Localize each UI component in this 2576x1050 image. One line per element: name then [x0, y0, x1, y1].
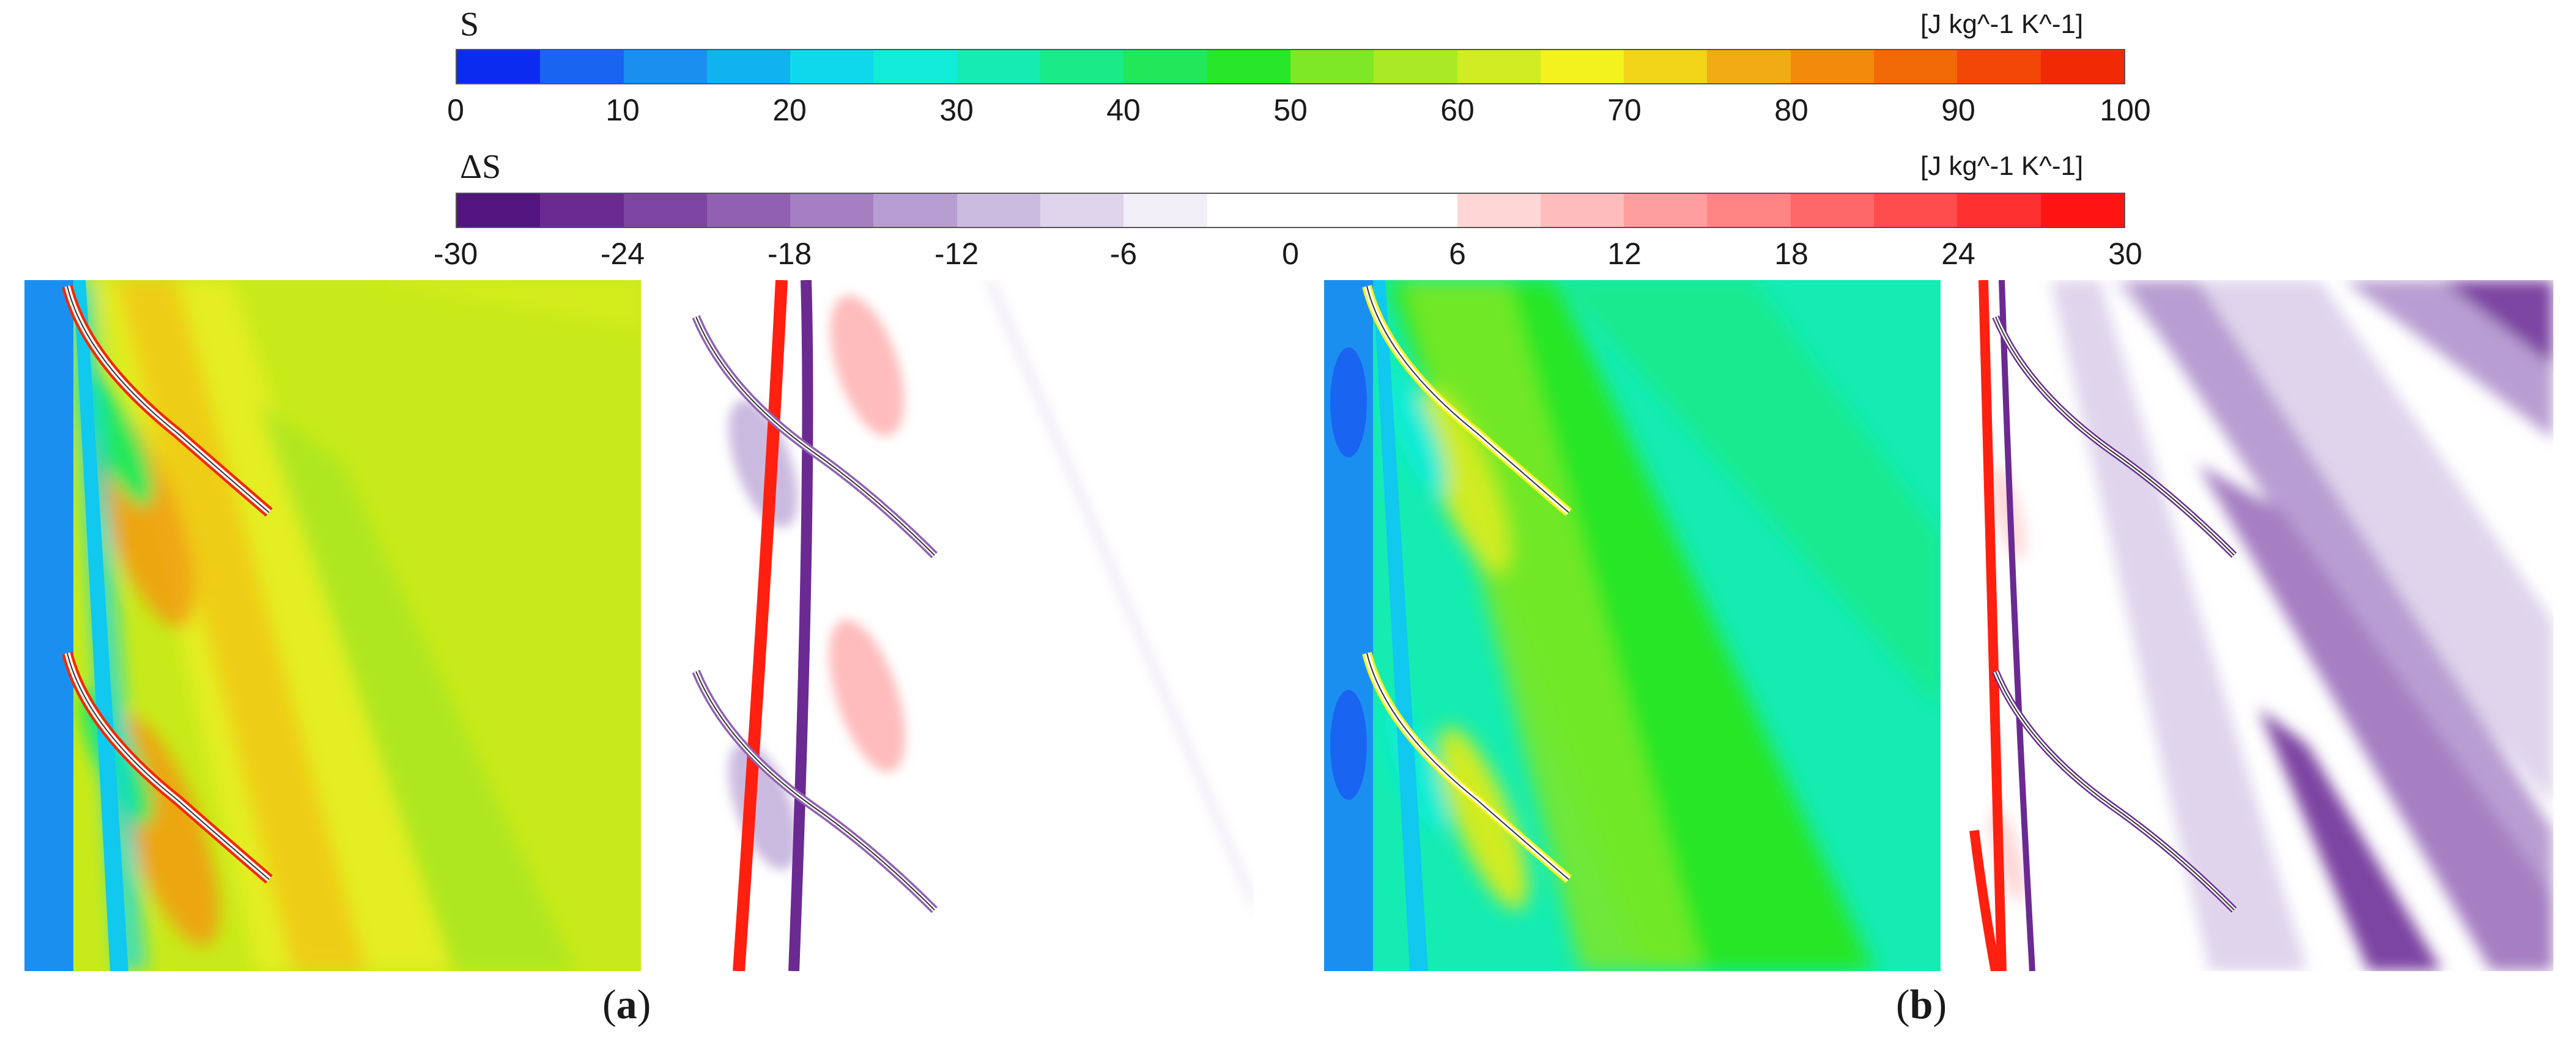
colorbar_ds-segment [457, 194, 541, 227]
colorbar_s-segment [1040, 50, 1124, 83]
colorbar_ds-segment [790, 194, 874, 227]
colorbar_s-segment [1874, 50, 1958, 83]
colorbar_s-segment [706, 50, 791, 83]
caption-b: (b) [1896, 983, 1947, 1025]
colorbar_ds-tick-label: 12 [1607, 237, 1641, 271]
colorbar_ds-segment [1874, 194, 1958, 227]
colorbar_s-segment [1707, 50, 1791, 83]
colorbar_s-tick-label: 60 [1440, 93, 1475, 127]
colorbar_ds-segment [1457, 194, 1541, 227]
colorbar_ds-tick-label: -24 [600, 237, 645, 271]
colorbar_s-segment [457, 50, 541, 83]
colorbar_s-segment [1207, 50, 1290, 83]
colorbar_ds-tick-label: 0 [1282, 237, 1299, 271]
caption-b-letter: b [1909, 981, 1933, 1027]
colorbar_ds-segment [1374, 194, 1457, 227]
colorbar_ds-tick-label: -30 [433, 237, 478, 271]
colorbar_ds-segment [873, 194, 957, 227]
s-colorbar [456, 49, 2125, 84]
colorbar_ds-tick-label: 6 [1449, 237, 1466, 271]
colorbar_s-segment [1957, 50, 2041, 83]
contour-panel-b-entropy [1324, 280, 1941, 971]
colorbar_s-tick-label: 30 [939, 93, 974, 127]
ds-colorbar-unit: [J kg^-1 K^-1] [1920, 151, 2084, 181]
contour-panel-a-entropy [24, 280, 641, 971]
colorbar_s-tick-label: 80 [1774, 93, 1808, 127]
colorbar_ds-segment [2040, 194, 2124, 227]
colorbar_s-tick-label: 100 [2100, 93, 2151, 127]
colorbar_s-segment [1123, 50, 1207, 83]
colorbar_s-tick-label: 50 [1273, 93, 1308, 127]
colorbar_ds-segment [1040, 194, 1124, 227]
colorbar_ds-tick-label: -12 [934, 237, 979, 271]
colorbar_s-tick-label: 90 [1941, 93, 1975, 127]
colorbar_ds-segment [706, 194, 791, 227]
colorbar_ds-segment [1790, 194, 1875, 227]
colorbar_ds-segment [1957, 194, 2041, 227]
colorbar_ds-segment [540, 194, 624, 227]
caption-a-open: ( [602, 981, 616, 1027]
colorbar_s-tick-label: 20 [772, 93, 807, 127]
contour-panel-b-entropy-difference [1941, 280, 2553, 971]
ds-colorbar [456, 193, 2125, 228]
colorbar_ds-segment [957, 194, 1041, 227]
colorbar_s-segment [623, 50, 707, 83]
colorbar_s-segment [2040, 50, 2124, 83]
colorbar_s-tick-label: 0 [447, 93, 464, 127]
colorbar_ds-segment [623, 194, 707, 227]
colorbar_ds-tick-label: 24 [1941, 237, 1975, 271]
colorbar_ds-segment [1290, 194, 1374, 227]
caption-b-open: ( [1896, 981, 1910, 1027]
colorbar_s-segment [1790, 50, 1875, 83]
caption-a-letter: a [616, 981, 637, 1027]
s-colorbar-title: S [460, 6, 479, 43]
caption-a: (a) [602, 983, 651, 1025]
colorbar_s-segment [1374, 50, 1457, 83]
s-colorbar-unit: [J kg^-1 K^-1] [1920, 9, 2084, 39]
colorbar_ds-tick-label: -18 [767, 237, 812, 271]
colorbar_s-segment [873, 50, 957, 83]
caption-a-close: ) [637, 981, 651, 1027]
colorbar_ds-tick-label: 18 [1774, 237, 1808, 271]
colorbar_ds-tick-label: 30 [2108, 237, 2142, 271]
colorbar_s-segment [790, 50, 874, 83]
colorbar_s-tick-label: 70 [1607, 93, 1641, 127]
colorbar_s-tick-label: 40 [1106, 93, 1141, 127]
colorbar_s-segment [1457, 50, 1541, 83]
colorbar_s-segment [1290, 50, 1374, 83]
colorbar_ds-segment [1123, 194, 1207, 227]
colorbar_s-segment [957, 50, 1041, 83]
colorbar_ds-segment [1540, 194, 1624, 227]
caption-b-close: ) [1933, 981, 1947, 1027]
colorbar_s-segment [1624, 50, 1708, 83]
colorbar_s-segment [540, 50, 624, 83]
colorbar_ds-tick-label: -6 [1109, 237, 1138, 271]
colorbar_ds-segment [1707, 194, 1791, 227]
colorbar_ds-segment [1207, 194, 1290, 227]
contour-panel-a-entropy-difference [641, 280, 1254, 971]
colorbar_ds-segment [1624, 194, 1708, 227]
colorbar_s-tick-label: 10 [605, 93, 640, 127]
colorbar_s-segment [1540, 50, 1624, 83]
ds-colorbar-title: ΔS [460, 148, 502, 186]
